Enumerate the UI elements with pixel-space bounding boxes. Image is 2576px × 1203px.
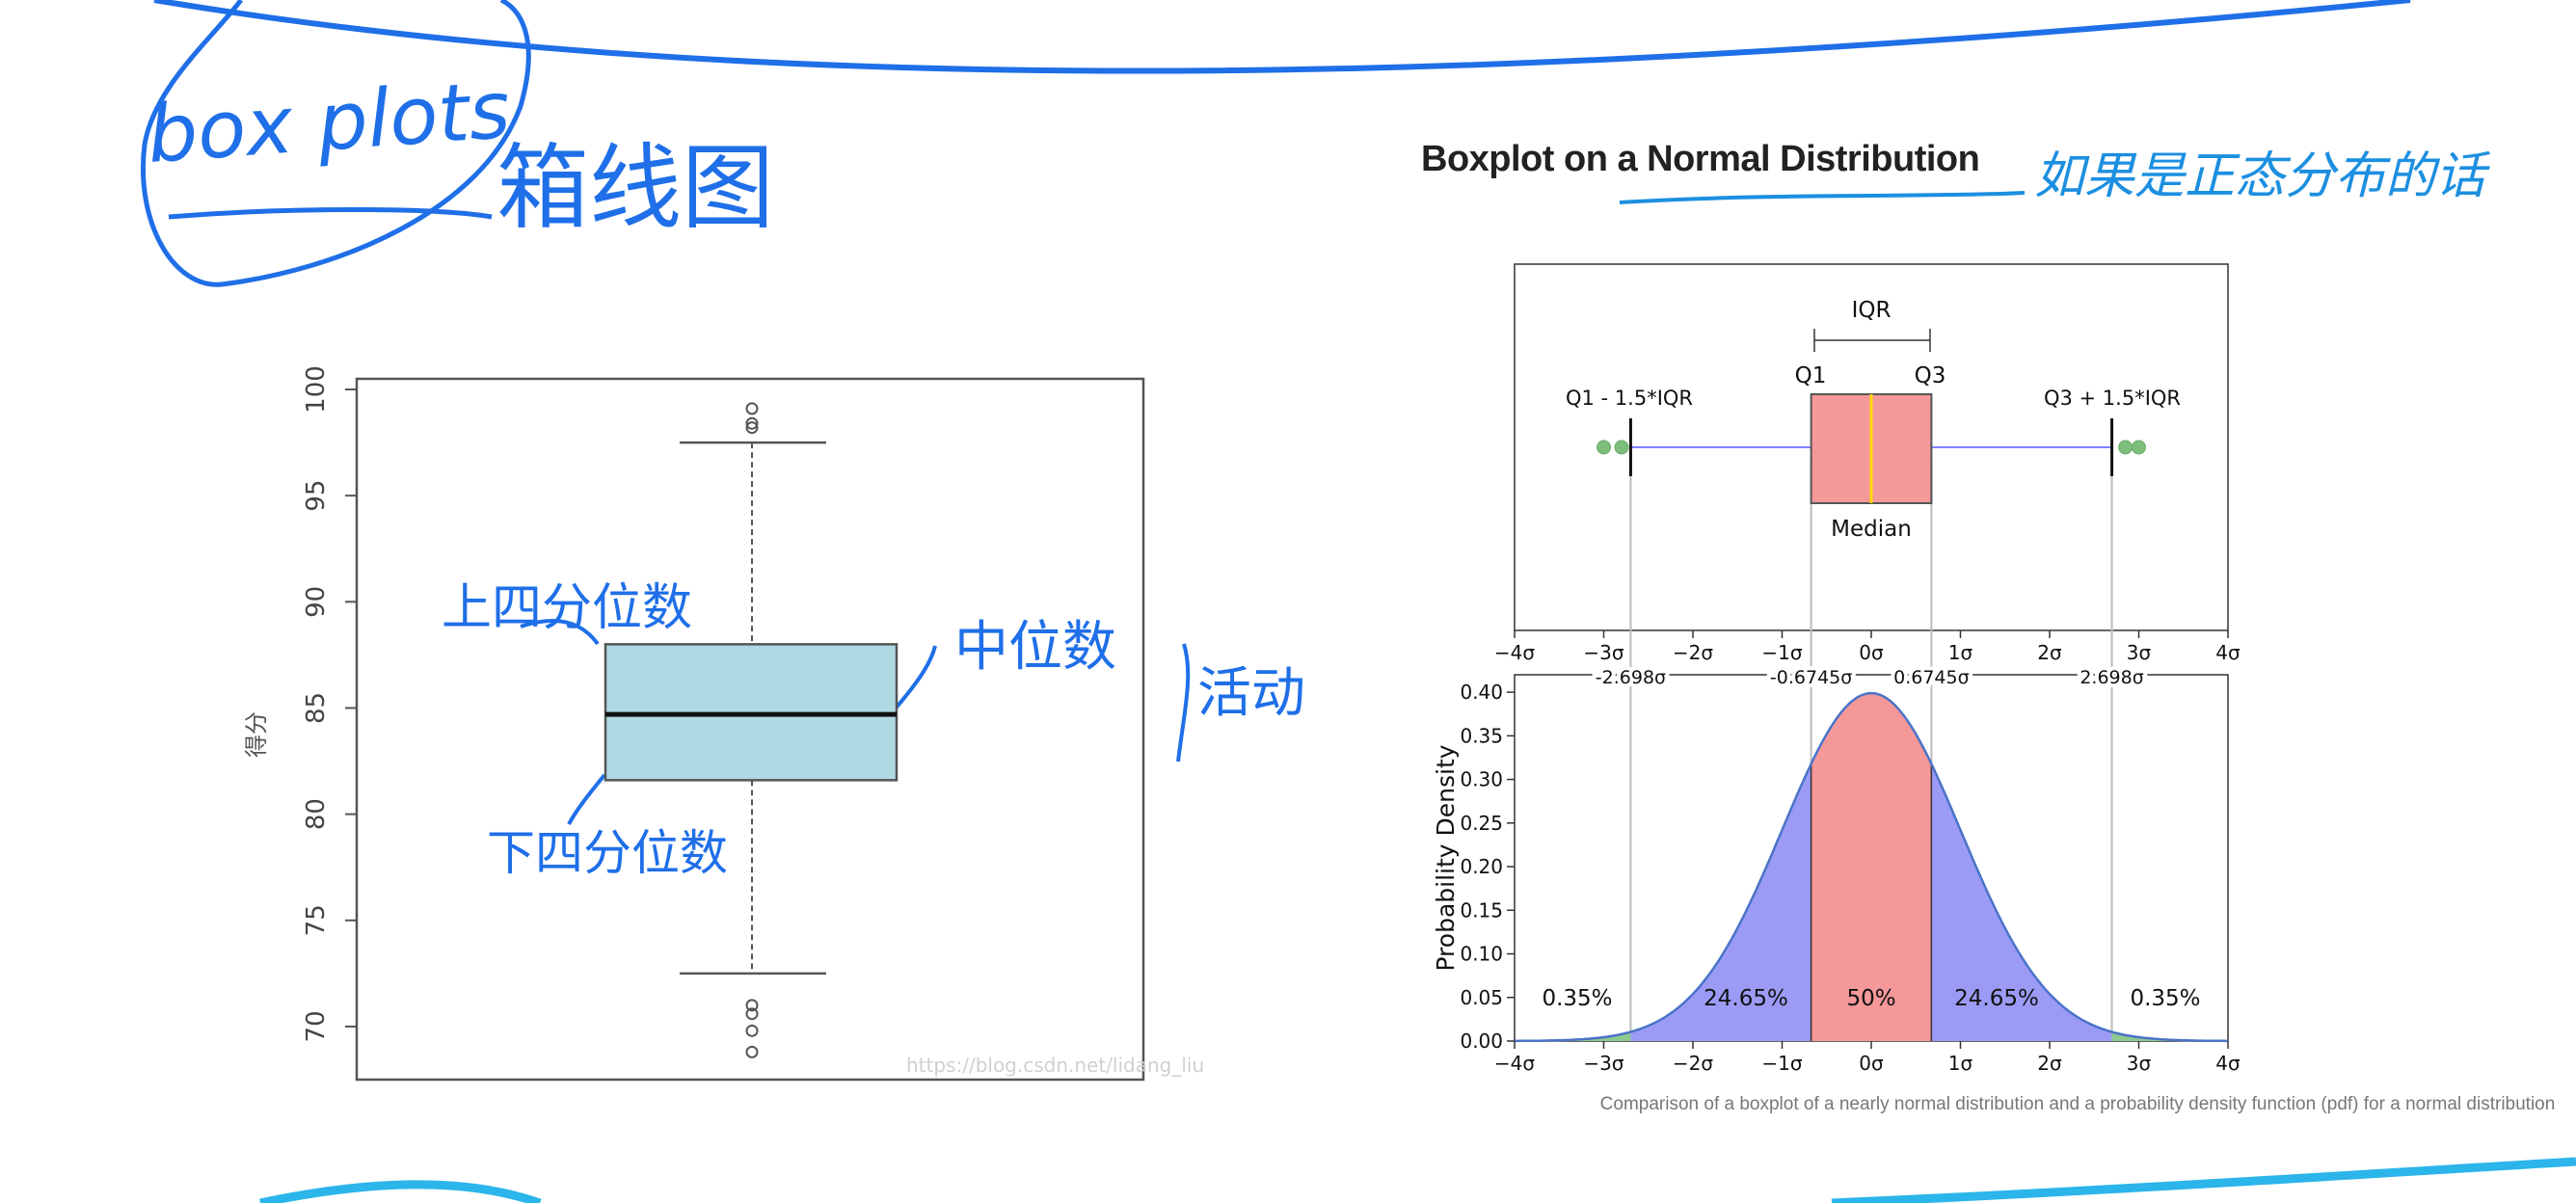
- pdf-y-tick-label: 0.00: [1460, 1029, 1503, 1053]
- top-boxplot: [1597, 393, 2146, 504]
- whisker-note-handwriting: 活动: [1197, 662, 1305, 725]
- iqr-bracket: [1813, 329, 1931, 352]
- sigma-axes: −4σ −4σ −3σ −3σ −2σ −2σ −1σ −1σ 0σ 0σ 1σ 1σ 2σ 2σ 3σ 3σ…: [1460, 630, 2241, 1075]
- sigma-tick-label: −2σ: [1673, 641, 1713, 664]
- top-outlier: [2132, 440, 2146, 455]
- sigma-tick-label: −4σ: [1494, 1052, 1535, 1075]
- left-outlier: [745, 1007, 759, 1021]
- pct-label-3: 50%: [1846, 986, 1895, 1011]
- sigma-tick-label: −3σ: [1583, 641, 1623, 664]
- sigma-tick-label: −2σ: [1673, 1052, 1713, 1075]
- left-box-group: [604, 402, 899, 1058]
- left-outlier: [745, 402, 759, 415]
- sigma-value-label: -0.6745σ: [1770, 667, 1852, 688]
- left-plot-frame: [355, 377, 1145, 1082]
- pdf-region: [2111, 1031, 2228, 1041]
- left-y-tick-label: 85: [302, 692, 331, 724]
- pdf-region: [1931, 763, 2112, 1041]
- pdf-y-tick-label: 0.10: [1460, 943, 1503, 966]
- left-y-tick-label: 100: [302, 365, 331, 414]
- sigma-tick-label: 1σ: [1948, 1052, 1973, 1075]
- top-outlier: [2118, 440, 2133, 455]
- pdf-y-tick-label: 0.35: [1460, 724, 1503, 747]
- left-outlier: [745, 999, 759, 1012]
- left-y-ticks: 100 95 90 85 80 75 70: [302, 365, 357, 1042]
- top-outlier: [1614, 440, 1629, 455]
- sigma-tick-label: 4σ: [2215, 1052, 2241, 1075]
- upper-fence-label: Q3 + 1.5*IQR: [2044, 387, 2181, 410]
- sigma-tick-label: 0σ: [1859, 641, 1884, 664]
- pdf-y-tick-label: 0.05: [1460, 986, 1503, 1009]
- left-outlier: [745, 421, 759, 435]
- normal-note-handwriting: 如果是正态分布的话: [2034, 147, 2491, 205]
- left-y-label: 得分: [243, 711, 270, 758]
- pdf-curve: [1515, 691, 2228, 1043]
- pdf-y-tick-label: 0.40: [1460, 681, 1503, 704]
- median-label: Median: [1831, 517, 1912, 542]
- q3-label: Q3: [1915, 363, 1946, 388]
- left-y-tick-label: 75: [302, 904, 331, 936]
- left-y-tick-label: 80: [302, 798, 331, 830]
- left-watermark: https://blog.csdn.net/lidang_liu: [906, 1054, 1204, 1077]
- lower-quartile-handwriting: 下四分位数: [487, 825, 728, 881]
- left-y-tick-label: 70: [302, 1010, 331, 1042]
- sigma-tick-label: 3σ: [2127, 641, 2152, 664]
- sigma-tick-label: −1σ: [1761, 1052, 1802, 1075]
- left-outlier: [745, 1024, 759, 1037]
- pdf-y-tick-label: 0.30: [1460, 768, 1503, 791]
- left-outlier: [745, 1045, 759, 1058]
- pdf-y-label: Probability Density: [1432, 744, 1460, 971]
- sigma-tick-label: 4σ: [2215, 641, 2241, 664]
- box-plots-cn-handwriting: 箱线图: [496, 134, 774, 242]
- sigma-value-label: 0.6745σ: [1893, 667, 1970, 688]
- right-panel-title: Boxplot on a Normal Distribution: [1421, 139, 1980, 179]
- left-outlier: [745, 416, 759, 430]
- sigma-tick-label: 2σ: [2037, 641, 2062, 664]
- pct-label-5: 0.35%: [2130, 986, 2200, 1011]
- left-y-tick-label: 90: [302, 586, 331, 618]
- pct-label-2: 24.65%: [1704, 986, 1788, 1011]
- figure-caption: Comparison of a boxplot of a nearly norm…: [1599, 1094, 2556, 1114]
- iqr-label: IQR: [1852, 298, 1892, 323]
- pct-label-1: 0.35%: [1542, 986, 1612, 1011]
- pdf-y-tick-label: 0.20: [1460, 855, 1503, 878]
- left-y-tick-label: 95: [302, 480, 331, 512]
- pdf-y-tick-label: 0.25: [1460, 812, 1503, 835]
- pdf-region: [1630, 763, 1811, 1041]
- pdf-region: [1811, 693, 1932, 1041]
- sigma-tick-label: 3σ: [2127, 1052, 2152, 1075]
- sigma-value-label: -2.698σ: [1596, 667, 1666, 688]
- sigma-tick-label: −3σ: [1583, 1052, 1623, 1075]
- sigma-tick-label: −4σ: [1494, 641, 1535, 664]
- lower-fence-label: Q1 - 1.5*IQR: [1566, 387, 1693, 410]
- pdf-region: [1515, 1031, 1631, 1041]
- q1-label: Q1: [1795, 363, 1827, 388]
- sigma-value-label: 2.698σ: [2080, 667, 2143, 688]
- pdf-areas: [1515, 691, 2228, 1043]
- sigma-tick-label: 2σ: [2037, 1052, 2062, 1075]
- sigma-tick-label: 0σ: [1859, 1052, 1884, 1075]
- upper-quartile-handwriting: 上四分位数: [442, 579, 692, 637]
- median-handwriting: 中位数: [954, 616, 1116, 679]
- pct-label-4: 24.65%: [1954, 986, 2039, 1011]
- pdf-y-tick-label: 0.15: [1460, 898, 1503, 922]
- sigma-tick-label: −1σ: [1761, 641, 1802, 664]
- top-outlier: [1597, 440, 1611, 455]
- sigma-tick-label: 1σ: [1948, 641, 1973, 664]
